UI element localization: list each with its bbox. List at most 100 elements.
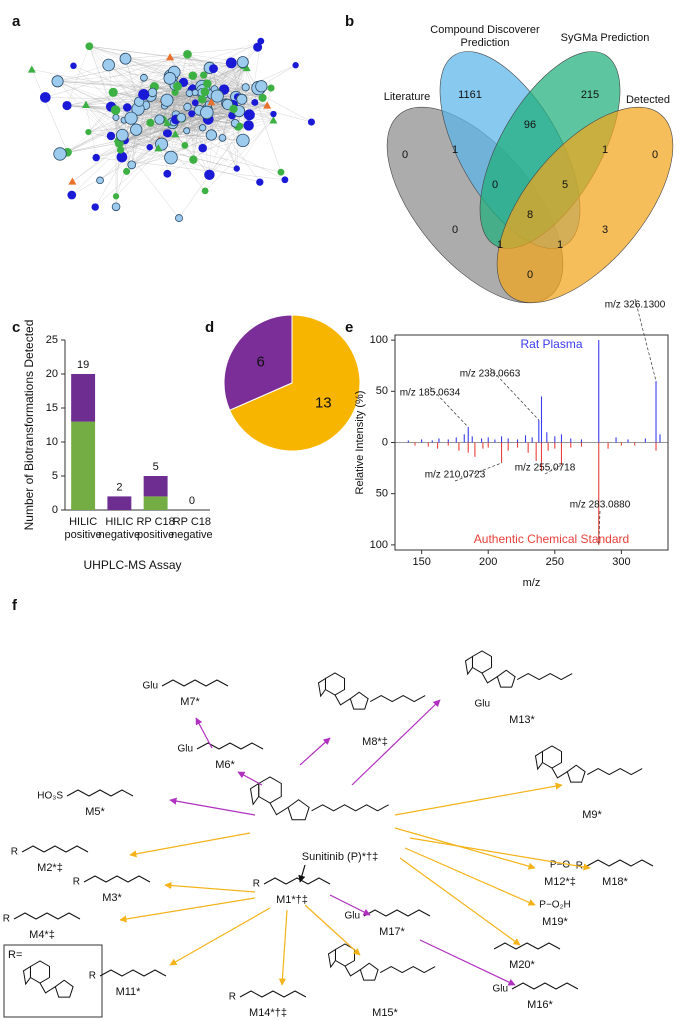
network-edge — [120, 123, 173, 151]
bond-chain — [586, 768, 643, 776]
bond-chain — [196, 742, 264, 750]
network-edge — [208, 119, 244, 141]
network-edge — [143, 77, 177, 115]
peak-annotation: m/z 185.0634 — [400, 388, 461, 399]
network-edge — [99, 123, 173, 181]
network-node — [146, 143, 153, 151]
ring — [22, 965, 31, 986]
network-node — [191, 99, 199, 107]
network-node — [70, 62, 77, 70]
network-edge — [167, 133, 243, 141]
network-node — [255, 80, 268, 93]
venn-set-label: Detected — [626, 94, 670, 106]
network-edge — [108, 64, 203, 149]
metabolite-label: M19* — [542, 916, 568, 928]
ring — [566, 764, 586, 783]
y-tick-label: 10 — [46, 436, 58, 448]
network-node — [160, 93, 174, 107]
substituent: Glu — [344, 911, 360, 922]
x-axis-title: UHPLC-MS Assay — [83, 558, 181, 572]
network-node — [281, 176, 289, 184]
network-edge — [122, 65, 243, 136]
network-edge — [73, 65, 172, 158]
network-node — [263, 101, 272, 109]
network-node — [163, 72, 177, 85]
bar-segment — [107, 496, 132, 510]
network-edge — [125, 58, 194, 160]
substituent: HO₃S — [37, 791, 63, 802]
network-edge — [192, 40, 261, 76]
network-node — [236, 56, 249, 69]
network-edge — [167, 125, 249, 174]
metabolite-label: M11* — [116, 986, 142, 998]
metabolite-label: M8*‡ — [362, 736, 388, 748]
annotation-leader — [454, 462, 502, 482]
ring — [464, 655, 473, 676]
network-edge — [154, 86, 190, 94]
network-edge — [202, 127, 210, 175]
panel-label: f — [12, 597, 18, 614]
network-edge — [159, 115, 233, 141]
peak-annotation: m/z 283.0880 — [570, 500, 631, 511]
network-node — [127, 160, 137, 170]
network-edge — [125, 58, 247, 69]
network-node — [189, 84, 196, 91]
network-node — [81, 100, 90, 108]
reaction-arrow — [394, 827, 536, 870]
network-edge — [88, 106, 112, 133]
network-node — [200, 87, 210, 96]
ring — [349, 691, 369, 710]
network-edge — [191, 113, 194, 160]
network-node — [270, 110, 277, 118]
network-node — [191, 89, 199, 97]
pie-label: 6 — [257, 354, 265, 371]
annotation-leader — [429, 386, 469, 428]
annotation-leader — [598, 510, 601, 545]
network-edge — [159, 115, 233, 141]
network-edge — [113, 40, 261, 93]
network-node — [171, 130, 180, 138]
panel-label: c — [12, 319, 20, 336]
bond-chain — [239, 990, 307, 998]
ring — [249, 782, 260, 806]
network-edge — [143, 77, 240, 127]
y-tick-label: 20 — [46, 368, 58, 380]
network-node — [243, 109, 255, 121]
network-node — [67, 190, 77, 200]
venn-count: 1 — [602, 144, 608, 156]
ring — [317, 677, 326, 698]
substituent: Glu — [142, 681, 158, 692]
network-edge — [189, 93, 203, 149]
network-node — [146, 118, 155, 127]
network-edge — [173, 105, 268, 123]
x-tick-label: 200 — [479, 556, 497, 568]
molecule — [317, 672, 369, 710]
network-node — [106, 131, 116, 141]
network-node — [147, 87, 158, 98]
network-node — [199, 124, 207, 132]
network-node — [307, 118, 315, 126]
y-axis-title: Relative Intensity (%) — [354, 391, 366, 495]
series-label: Authentic Chemical Standard — [474, 532, 629, 546]
reaction-arrow — [169, 907, 271, 966]
reaction-arrow — [394, 782, 563, 816]
annotation-leader — [544, 464, 562, 475]
bond — [39, 982, 56, 994]
network-node — [292, 62, 299, 69]
y-tick-label: 0 — [382, 436, 388, 448]
network-edge — [94, 76, 172, 208]
network-edge — [117, 87, 193, 140]
peak-annotation: m/z 238.0663 — [460, 369, 521, 380]
bar-segment — [71, 374, 96, 422]
network-node — [258, 93, 267, 102]
bar-total-label: 2 — [116, 481, 122, 493]
network-edge — [57, 67, 210, 82]
network-edge — [108, 64, 164, 120]
x-tick-label: 150 — [412, 556, 430, 568]
network-edge — [57, 81, 112, 107]
network-edge — [66, 105, 250, 116]
network-edge — [131, 93, 190, 166]
metabolite-label: M12*‡ — [544, 876, 576, 888]
panel-label: b — [345, 13, 354, 30]
network-node — [209, 64, 218, 74]
